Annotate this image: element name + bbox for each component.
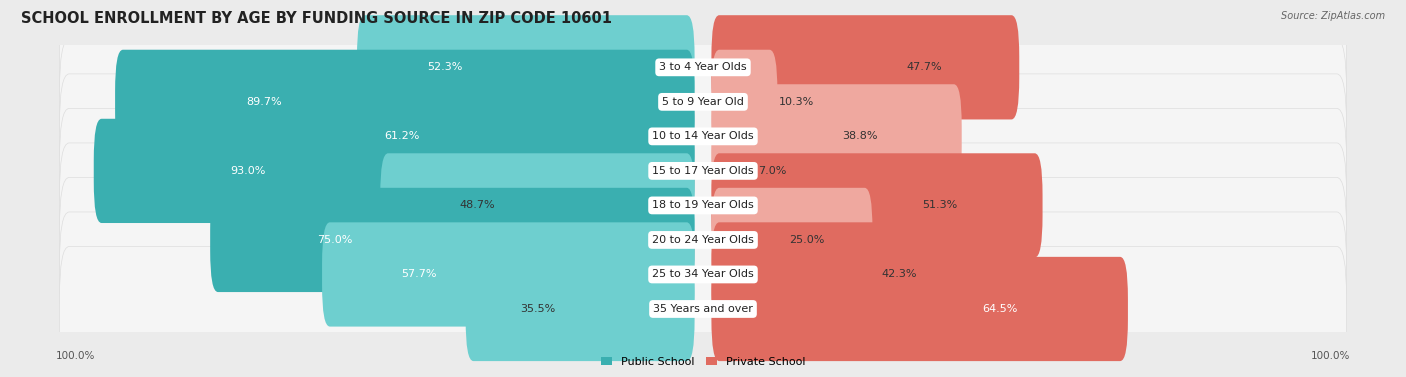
- Text: 10.3%: 10.3%: [779, 97, 814, 107]
- Text: 52.3%: 52.3%: [427, 62, 463, 72]
- FancyBboxPatch shape: [711, 257, 1128, 361]
- Text: 93.0%: 93.0%: [231, 166, 266, 176]
- Text: 3 to 4 Year Olds: 3 to 4 Year Olds: [659, 62, 747, 72]
- Text: 35 Years and over: 35 Years and over: [652, 304, 754, 314]
- Text: 7.0%: 7.0%: [758, 166, 786, 176]
- Text: 100.0%: 100.0%: [1310, 351, 1350, 361]
- Text: 25 to 34 Year Olds: 25 to 34 Year Olds: [652, 270, 754, 279]
- Text: 64.5%: 64.5%: [983, 304, 1018, 314]
- Text: 51.3%: 51.3%: [922, 201, 957, 210]
- FancyBboxPatch shape: [59, 5, 1347, 130]
- Legend: Public School, Private School: Public School, Private School: [596, 352, 810, 371]
- FancyBboxPatch shape: [711, 50, 778, 154]
- FancyBboxPatch shape: [711, 188, 873, 292]
- FancyBboxPatch shape: [94, 119, 695, 223]
- FancyBboxPatch shape: [59, 39, 1347, 164]
- Text: 35.5%: 35.5%: [520, 304, 555, 314]
- FancyBboxPatch shape: [59, 74, 1347, 199]
- Text: 25.0%: 25.0%: [789, 235, 824, 245]
- FancyBboxPatch shape: [299, 84, 695, 188]
- FancyBboxPatch shape: [711, 84, 962, 188]
- Text: 15 to 17 Year Olds: 15 to 17 Year Olds: [652, 166, 754, 176]
- FancyBboxPatch shape: [357, 15, 695, 120]
- Text: 100.0%: 100.0%: [56, 351, 96, 361]
- Text: 38.8%: 38.8%: [842, 131, 877, 141]
- Text: 47.7%: 47.7%: [905, 62, 942, 72]
- FancyBboxPatch shape: [115, 50, 695, 154]
- FancyBboxPatch shape: [711, 153, 1043, 257]
- Text: 61.2%: 61.2%: [384, 131, 420, 141]
- FancyBboxPatch shape: [380, 153, 695, 257]
- Text: 42.3%: 42.3%: [882, 270, 917, 279]
- Text: 89.7%: 89.7%: [246, 97, 281, 107]
- FancyBboxPatch shape: [59, 247, 1347, 371]
- FancyBboxPatch shape: [465, 257, 695, 361]
- FancyBboxPatch shape: [59, 178, 1347, 302]
- Text: 75.0%: 75.0%: [318, 235, 353, 245]
- Text: 10 to 14 Year Olds: 10 to 14 Year Olds: [652, 131, 754, 141]
- Text: SCHOOL ENROLLMENT BY AGE BY FUNDING SOURCE IN ZIP CODE 10601: SCHOOL ENROLLMENT BY AGE BY FUNDING SOUR…: [21, 11, 612, 26]
- FancyBboxPatch shape: [711, 222, 984, 326]
- FancyBboxPatch shape: [59, 212, 1347, 337]
- FancyBboxPatch shape: [209, 188, 695, 292]
- Text: 48.7%: 48.7%: [460, 201, 495, 210]
- FancyBboxPatch shape: [59, 109, 1347, 233]
- FancyBboxPatch shape: [711, 15, 1019, 120]
- Text: 5 to 9 Year Old: 5 to 9 Year Old: [662, 97, 744, 107]
- FancyBboxPatch shape: [59, 143, 1347, 268]
- Text: 57.7%: 57.7%: [401, 270, 437, 279]
- Text: 20 to 24 Year Olds: 20 to 24 Year Olds: [652, 235, 754, 245]
- FancyBboxPatch shape: [322, 222, 695, 326]
- Text: Source: ZipAtlas.com: Source: ZipAtlas.com: [1281, 11, 1385, 21]
- Text: 18 to 19 Year Olds: 18 to 19 Year Olds: [652, 201, 754, 210]
- FancyBboxPatch shape: [711, 119, 756, 223]
